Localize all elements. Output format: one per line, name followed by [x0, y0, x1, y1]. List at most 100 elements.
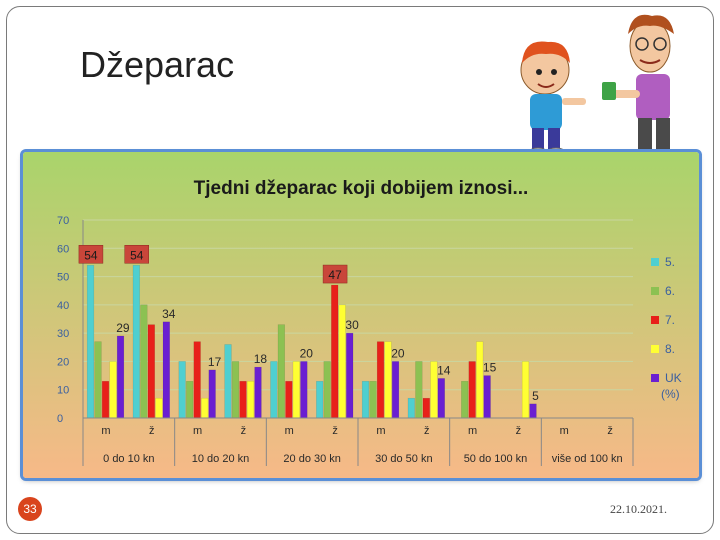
data-label: 14: [437, 363, 451, 377]
y-tick-label: 0: [57, 413, 63, 425]
x-tick-label: m: [285, 425, 294, 437]
data-label: 15: [483, 361, 497, 375]
chart-background: [23, 152, 699, 478]
data-label: 17: [208, 355, 222, 369]
bar-UK-3: [254, 366, 262, 419]
bar-UK-8: [483, 375, 491, 419]
bar-8-8: [476, 341, 484, 419]
bar-UK-6: [391, 361, 400, 419]
bar-chart: Tjedni džeparac koji dobijem iznosi... 0…: [23, 152, 699, 478]
bar-6-4: [277, 324, 285, 419]
bar-6-7: [415, 361, 423, 419]
x-tick-label: m: [376, 425, 385, 437]
x-tick-label: ž: [607, 425, 613, 437]
x-tick-label: m: [101, 425, 110, 437]
bar-8-4: [292, 361, 300, 419]
data-label-box: [124, 245, 149, 264]
data-label: 54: [84, 248, 98, 262]
bar-8-2: [201, 397, 209, 419]
bar-6-5: [323, 361, 331, 419]
x-tick-label: m: [468, 425, 477, 437]
data-label: 29: [116, 321, 130, 335]
bar-8-0: [109, 361, 117, 419]
data-label-box: [322, 264, 348, 284]
data-label: 18: [254, 352, 268, 366]
bars: [86, 265, 537, 419]
legend-swatch: [651, 258, 659, 266]
data-label: 20: [300, 346, 314, 360]
y-tick-label: 50: [57, 272, 69, 284]
bar-8-3: [246, 380, 255, 419]
legend-swatch: [651, 374, 659, 382]
y-tick-label: 60: [57, 243, 69, 255]
bar-UK-2: [208, 369, 216, 419]
y-tick-label: 40: [57, 300, 69, 312]
bar-5-0: [86, 265, 95, 419]
legend-label: 8.: [665, 342, 675, 356]
data-label: 47: [328, 268, 342, 282]
slide-title: Džeparac: [80, 44, 235, 85]
bar-7-8: [468, 361, 476, 419]
boy-and-man-clipart: [520, 14, 674, 157]
bar-8-9: [521, 361, 530, 419]
data-label: 34: [162, 307, 176, 321]
bar-6-2: [186, 380, 194, 419]
boy-clipart: [520, 41, 586, 157]
legend-label: 5.: [665, 255, 675, 269]
bar-6-1: [140, 304, 148, 419]
bar-UK-0: [116, 335, 125, 419]
x-tick-label: ž: [241, 425, 247, 437]
legend-swatch: [651, 345, 659, 353]
data-label: 54: [130, 248, 144, 262]
bar-5-4: [270, 361, 278, 419]
x-axis: m ž m ž m ž m ž m ž m ž 0 do 10 kn 10 do 20 kn 20 do 3…: [82, 417, 634, 466]
y-tick-label: 20: [57, 356, 69, 368]
group-label: 50 do 100 kn: [464, 453, 528, 465]
bar-6-8: [461, 380, 469, 419]
bar-UK-4: [300, 361, 308, 419]
data-label-box: [78, 245, 104, 264]
x-tick-label: ž: [149, 425, 155, 437]
chart-title: Tjedni džeparac koji dobijem iznosi...: [194, 178, 529, 199]
bar-UK-5: [346, 332, 354, 419]
bar-5-2: [178, 361, 186, 419]
man-clipart: [602, 14, 674, 152]
group-label: 0 do 10 kn: [103, 453, 154, 465]
legend-unit: (%): [661, 387, 680, 401]
legend-label: UK: [665, 371, 682, 385]
data-labels: 54 54 47 29 34 17 18 20 30 20 14 15 5: [78, 245, 539, 403]
bar-5-5: [316, 380, 324, 419]
legend-swatch: [651, 287, 659, 295]
bar-7-6: [376, 341, 385, 419]
group-label: 20 do 30 kn: [283, 453, 341, 465]
bar-7-7: [422, 397, 430, 419]
bar-7-0: [101, 380, 110, 419]
legend-label: 6.: [665, 284, 675, 298]
data-label: 5: [532, 389, 539, 403]
group-label: 10 do 20 kn: [192, 453, 250, 465]
x-tick-label: ž: [332, 425, 338, 437]
bar-6-3: [231, 361, 240, 419]
bar-7-3: [239, 380, 247, 419]
legend-label: 7.: [665, 313, 675, 327]
y-tick-label: 10: [57, 385, 69, 397]
slide-date: 22.10.2021.: [610, 502, 667, 516]
x-tick-label: ž: [424, 425, 430, 437]
bar-5-7: [407, 397, 415, 419]
chart-panel: Tjedni džeparac koji dobijem iznosi... 0…: [23, 152, 699, 478]
bar-7-2: [193, 341, 201, 419]
bar-6-6: [369, 380, 377, 419]
bar-5-3: [224, 344, 232, 419]
data-label: 20: [391, 346, 405, 360]
bar-UK-7: [437, 378, 445, 419]
bar-5-1: [132, 265, 140, 419]
bar-UK-9: [529, 403, 537, 419]
bar-5-6: [361, 380, 370, 419]
y-tick-label: 30: [57, 328, 69, 340]
y-tick-label: 70: [57, 215, 69, 227]
x-tick-label: m: [560, 425, 569, 437]
bar-6-0: [94, 341, 102, 419]
slide-number: 33: [18, 497, 42, 521]
bar-7-5: [331, 284, 339, 419]
data-label: 30: [345, 318, 359, 332]
